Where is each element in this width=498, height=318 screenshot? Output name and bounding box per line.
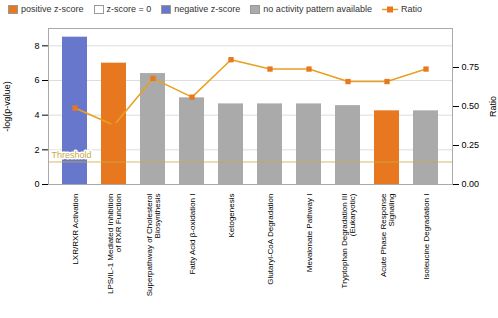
svg-text:6: 6 (34, 75, 39, 85)
svg-text:Threshold: Threshold (52, 150, 92, 160)
svg-text:Mevalonate Pathway I: Mevalonate Pathway I (305, 194, 314, 273)
svg-text:Ketogenesis: Ketogenesis (227, 194, 236, 238)
svg-text:Superpathway of CholesterolBio: Superpathway of CholesterolBiosynthesis (145, 193, 162, 296)
html-text:negative z-score: negative z-score (174, 4, 241, 14)
svg-text:LPS/IL-1 Mediated Inhibitionof: LPS/IL-1 Mediated Inhibitionof RXR Funct… (106, 194, 123, 295)
svg-text:0.75: 0.75 (462, 62, 480, 72)
svg-text:0: 0 (34, 179, 39, 189)
svg-text:Tryptophan Degradation III(Euk: Tryptophan Degradation III(Eukaryotic) (340, 193, 357, 288)
svg-text:0.50: 0.50 (462, 101, 480, 111)
svg-text:8: 8 (34, 41, 39, 51)
svg-text:-log(p-value): -log(p-value) (2, 81, 12, 132)
svg-text:LXR/RXR Activation: LXR/RXR Activation (71, 194, 80, 265)
svg-text:0.25: 0.25 (462, 140, 480, 150)
svg-text:4: 4 (34, 110, 39, 120)
html-text:positive z-score: positive z-score (21, 4, 84, 14)
svg-text:2: 2 (34, 145, 39, 155)
svg-text:0.00: 0.00 (462, 179, 480, 189)
svg-text:Fatty Acid β-oxidation I: Fatty Acid β-oxidation I (188, 194, 197, 275)
svg-text:Isoleucine Degradation I: Isoleucine Degradation I (422, 194, 431, 280)
html-text:no activity pattern available: no activity pattern available (263, 4, 372, 14)
html-text:z-score = 0: z-score = 0 (106, 4, 152, 14)
svg-text:Ratio: Ratio (488, 96, 498, 117)
html-text:Ratio: Ratio (400, 4, 422, 14)
svg-text:Acute Phase ResponseSignaling: Acute Phase ResponseSignaling (379, 193, 396, 277)
svg-text:Glutaryl-CoA Degradation: Glutaryl-CoA Degradation (266, 194, 275, 285)
